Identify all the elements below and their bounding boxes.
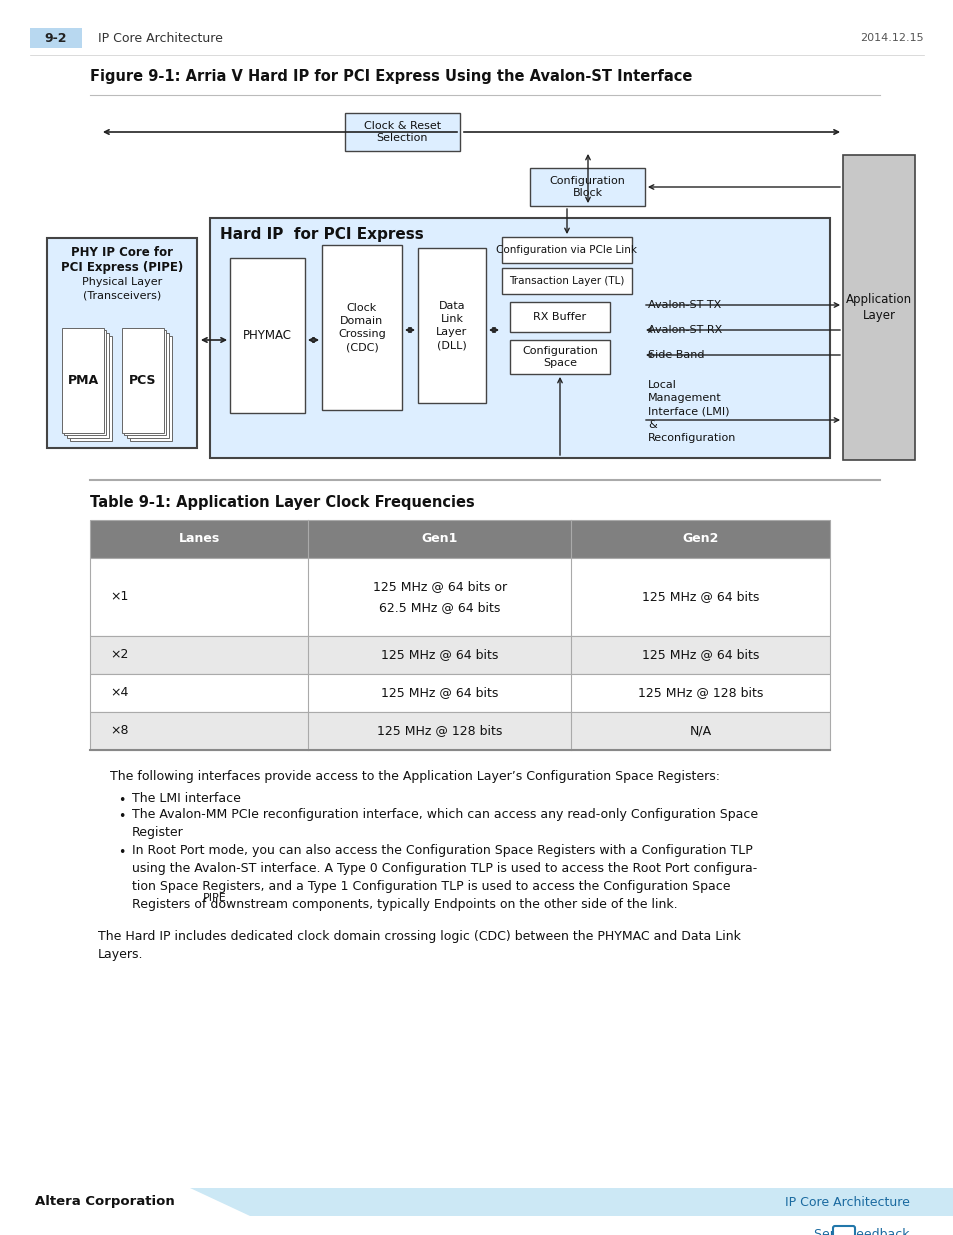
Text: 125 MHz @ 64 bits: 125 MHz @ 64 bits	[641, 648, 759, 662]
Bar	[530, 168, 644, 206]
Text: PIPE: PIPE	[203, 893, 227, 903]
Text: 125 MHz @ 64 bits: 125 MHz @ 64 bits	[380, 648, 497, 662]
Bar	[90, 636, 829, 674]
Bar	[842, 156, 914, 459]
Text: ×4: ×4	[110, 687, 129, 699]
Text: PHY IP Core for: PHY IP Core for	[71, 247, 172, 259]
Text: Figure 9-1: Arria V Hard IP for PCI Express Using the Avalon-ST Interface: Figure 9-1: Arria V Hard IP for PCI Expr…	[90, 68, 692, 84]
Text: 125 MHz @ 64 bits: 125 MHz @ 64 bits	[380, 687, 497, 699]
Bar	[70, 336, 112, 441]
Text: 125 MHz @ 128 bits: 125 MHz @ 128 bits	[376, 725, 502, 737]
Text: Side Band: Side Band	[647, 350, 703, 359]
Text: Configuration
Space: Configuration Space	[521, 346, 598, 368]
Text: IP Core Architecture: IP Core Architecture	[98, 32, 223, 44]
Text: PMA: PMA	[68, 373, 98, 387]
Bar	[510, 303, 609, 332]
Text: PCI Express (PIPE): PCI Express (PIPE)	[61, 261, 183, 273]
Bar	[127, 333, 169, 438]
Text: •: •	[118, 794, 126, 806]
Bar	[64, 330, 106, 435]
Bar	[501, 268, 631, 294]
Bar	[62, 329, 104, 433]
Text: ×8: ×8	[110, 725, 129, 737]
Text: Clock
Domain
Crossing
(CDC): Clock Domain Crossing (CDC)	[337, 303, 385, 352]
Text: ×1: ×1	[110, 590, 129, 604]
Text: Avalon-ST TX: Avalon-ST TX	[647, 300, 720, 310]
Polygon shape	[190, 1188, 953, 1216]
Bar	[90, 558, 829, 636]
Text: Clock & Reset
Selection: Clock & Reset Selection	[363, 121, 440, 143]
Bar	[90, 520, 829, 558]
FancyBboxPatch shape	[832, 1226, 854, 1235]
Text: Transaction Layer (TL): Transaction Layer (TL)	[509, 275, 624, 287]
Text: •: •	[118, 846, 126, 860]
Text: PCS: PCS	[129, 373, 156, 387]
Bar	[90, 674, 829, 713]
Bar	[510, 340, 609, 374]
Bar	[501, 237, 631, 263]
Text: 125 MHz @ 64 bits: 125 MHz @ 64 bits	[641, 590, 759, 604]
Text: Table 9-1: Application Layer Clock Frequencies: Table 9-1: Application Layer Clock Frequ…	[90, 495, 475, 510]
Text: The Avalon-MM PCIe reconfiguration interface, which can access any read-only Con: The Avalon-MM PCIe reconfiguration inter…	[132, 808, 758, 839]
Bar	[67, 333, 109, 438]
Bar	[124, 330, 166, 435]
Bar	[345, 112, 459, 151]
Text: Hard IP  for PCI Express: Hard IP for PCI Express	[220, 226, 423, 242]
Bar	[130, 336, 172, 441]
Text: Configuration via PCIe Link: Configuration via PCIe Link	[496, 245, 637, 254]
Text: The Hard IP includes dedicated clock domain crossing logic (CDC) between the PHY: The Hard IP includes dedicated clock dom…	[98, 930, 740, 961]
Text: 9-2: 9-2	[45, 32, 67, 44]
Text: ×2: ×2	[110, 648, 129, 662]
Text: Physical Layer: Physical Layer	[82, 277, 162, 287]
Bar	[230, 258, 305, 412]
Text: Lanes: Lanes	[178, 532, 219, 546]
Text: IP Core Architecture: IP Core Architecture	[784, 1195, 909, 1209]
Text: Altera Corporation: Altera Corporation	[35, 1195, 174, 1209]
Bar	[30, 28, 82, 48]
Text: 125 MHz @ 128 bits: 125 MHz @ 128 bits	[638, 687, 762, 699]
Text: Gen1: Gen1	[421, 532, 457, 546]
Text: Gen2: Gen2	[681, 532, 718, 546]
Text: N/A: N/A	[689, 725, 711, 737]
Text: In Root Port mode, you can also access the Configuration Space Registers with a : In Root Port mode, you can also access t…	[132, 844, 757, 911]
Text: PHYMAC: PHYMAC	[243, 329, 292, 342]
Text: Send Feedback: Send Feedback	[814, 1228, 909, 1235]
Text: •: •	[118, 810, 126, 823]
Text: Configuration
Block: Configuration Block	[549, 177, 625, 198]
Text: 2014.12.15: 2014.12.15	[860, 33, 923, 43]
Bar	[47, 238, 196, 448]
Bar	[122, 329, 164, 433]
Text: RX Buffer: RX Buffer	[533, 312, 586, 322]
Bar	[417, 248, 485, 403]
Text: Data
Link
Layer
(DLL): Data Link Layer (DLL)	[436, 300, 467, 351]
Text: Avalon-ST RX: Avalon-ST RX	[647, 325, 721, 335]
Bar	[322, 245, 401, 410]
Text: Application
Layer: Application Layer	[845, 294, 911, 321]
Text: The following interfaces provide access to the Application Layer’s Configuration: The following interfaces provide access …	[110, 769, 720, 783]
Text: (Transceivers): (Transceivers)	[83, 290, 161, 300]
Bar	[90, 713, 829, 750]
Text: Local
Management
Interface (LMI)
&
Reconfiguration: Local Management Interface (LMI) & Recon…	[647, 380, 736, 443]
Text: The LMI interface: The LMI interface	[132, 792, 240, 805]
Text: 125 MHz @ 64 bits or
62.5 MHz @ 64 bits: 125 MHz @ 64 bits or 62.5 MHz @ 64 bits	[373, 580, 506, 614]
Bar	[210, 219, 829, 458]
